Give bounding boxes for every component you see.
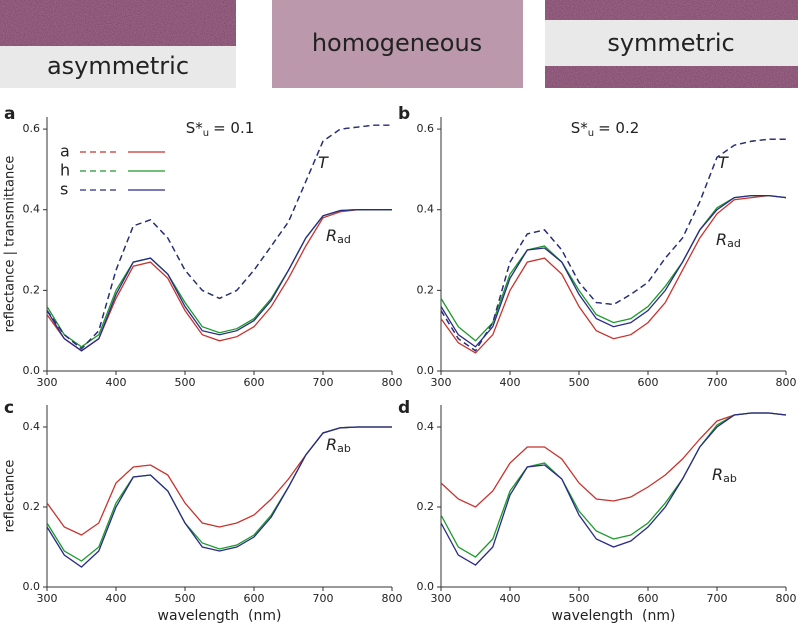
panel: 300 400 500 600 700 800 0.0 0.2 0.4 d wavelength (… [398,398,797,624]
y-tick-label: 0.0 [417,364,435,377]
title-subscript: u [203,128,209,139]
x-tick-label: 500 [175,376,196,389]
y-tick-label: 0.6 [417,122,435,135]
panel-title: S*u = 0.2 [571,119,640,140]
x-tick-label: 500 [175,592,196,605]
x-tick-label: 400 [500,592,521,605]
annotation-subscript: ab [337,442,351,455]
transmittance-line [46,124,392,350]
y-tick-label: 0.2 [417,500,435,513]
x-tick-label: 400 [106,376,127,389]
panel-letter: a [4,104,15,124]
y-axis-label: reflectance [3,460,18,533]
x-tick-label: 300 [37,592,58,605]
x-tick-label: 500 [569,376,590,389]
title-symbol: S* [186,119,204,137]
annotation: T [718,153,729,172]
x-tick-label: 600 [638,376,659,389]
annotation: Rad [326,226,351,247]
x-tick-label: 700 [313,592,334,605]
y-tick-label: 0.4 [417,420,435,433]
y-tick-label: 0.6 [23,122,41,135]
y-tick-label: 0.4 [417,203,435,216]
annotation-symbol: R [326,435,337,454]
annotation-symbol: R [326,226,337,245]
reflectance-line [440,412,787,558]
x-tick-label: 800 [382,592,403,605]
annotation-subscript: ad [727,237,741,250]
reflectance-line [440,412,787,508]
x-axis-label: wavelength (nm) [158,608,282,624]
annotation-symbol: R [716,230,727,249]
x-tick-label: 400 [500,376,521,389]
reflectance-line [46,209,392,352]
y-tick-label: 0.4 [23,420,41,433]
x-tick-label: 700 [707,592,728,605]
reflectance-line [440,194,787,348]
x-tick-label: 800 [776,376,797,389]
x-tick-label: 600 [244,376,265,389]
reflectance-line [46,209,392,352]
sample-images: asymmetric homogeneous symmetric [0,0,798,88]
panel: 300 400 500 600 700 800 0.0 0.2 0.4 c reflectance w… [3,398,403,624]
annotation-subscript: ab [723,472,737,485]
y-tick-label: 0.2 [417,283,435,296]
x-axis-label: wavelength (nm) [552,608,676,624]
y-tick-label: 0.2 [23,500,41,513]
title-value: = 0.2 [598,119,639,137]
panel: 300 400 500 600 700 800 0.0 0.2 0.4 0.6 a reflectan… [3,104,403,389]
x-tick-label: 700 [707,376,728,389]
legend-label: s [60,180,68,199]
annotation-symbol: T [718,153,729,172]
x-tick-label: 700 [313,376,334,389]
reflectance-line [440,412,787,566]
panel: 300 400 500 600 700 800 0.0 0.2 0.4 0.6 b S*u = 0.2 T… [398,104,797,389]
y-tick-label: 0.0 [23,364,41,377]
y-tick-label: 0.0 [417,580,435,593]
x-tick-label: 800 [382,376,403,389]
legend-label: h [60,161,70,180]
reflectance-line [46,426,392,568]
x-tick-label: 800 [776,592,797,605]
panel-letter: d [398,398,410,418]
sample-label: asymmetric [47,52,189,80]
x-tick-label: 300 [431,376,452,389]
annotation: Rab [326,435,351,456]
annotation: Rab [712,465,737,486]
annotation-symbol: T [318,153,329,172]
annotation: Rad [716,230,741,251]
panel-title: S*u = 0.1 [186,119,255,140]
x-tick-label: 600 [244,592,265,605]
clear-layer [545,20,798,66]
clear-layer [0,46,236,88]
x-tick-label: 500 [569,592,590,605]
title-value: = 0.1 [213,119,254,137]
sample-label: homogeneous [312,29,482,57]
x-tick-label: 400 [106,592,127,605]
title-symbol: S* [571,119,589,137]
panel-letter: b [398,104,410,124]
title-subscript: u [588,128,594,139]
annotation-subscript: ad [337,233,351,246]
reflectance-line [46,209,392,348]
y-tick-label: 0.2 [23,283,41,296]
reflectance-line [440,194,787,354]
y-axis-label: reflectance | transmittance [3,156,18,333]
texture-noise [0,0,236,46]
legend-label: a [60,142,70,161]
texture-noise [272,0,523,88]
x-tick-label: 300 [37,376,58,389]
panel-letter: c [4,398,14,418]
annotation-symbol: R [712,465,723,484]
annotation: T [318,153,329,172]
y-tick-label: 0.4 [23,203,41,216]
sample-label: symmetric [607,29,734,57]
x-tick-label: 300 [431,592,452,605]
x-tick-label: 600 [638,592,659,605]
y-tick-label: 0.0 [23,580,41,593]
reflectance-line [440,194,787,342]
